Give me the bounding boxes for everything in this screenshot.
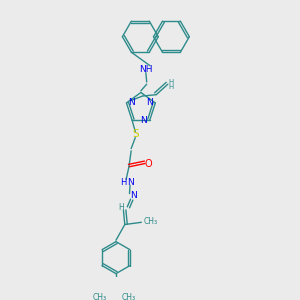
Text: N: N <box>130 191 137 200</box>
Text: N: N <box>146 98 153 107</box>
Text: H: H <box>168 84 173 90</box>
Text: CH₃: CH₃ <box>92 293 106 300</box>
Text: S: S <box>132 129 139 139</box>
Text: H: H <box>118 203 124 212</box>
Text: O: O <box>145 158 153 169</box>
Text: N: N <box>140 116 147 125</box>
Text: CH₃: CH₃ <box>144 217 158 226</box>
Text: H: H <box>168 79 173 85</box>
Text: H: H <box>120 178 127 187</box>
Text: CH₃: CH₃ <box>122 293 136 300</box>
Text: N: N <box>127 178 134 187</box>
Text: NH: NH <box>139 64 153 74</box>
Text: N: N <box>128 98 135 106</box>
